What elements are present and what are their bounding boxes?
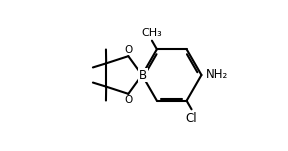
Text: Cl: Cl bbox=[186, 112, 197, 125]
Text: O: O bbox=[124, 95, 132, 105]
Text: B: B bbox=[139, 69, 147, 82]
Text: NH₂: NH₂ bbox=[205, 68, 228, 81]
Text: O: O bbox=[124, 45, 132, 55]
Text: CH₃: CH₃ bbox=[141, 28, 162, 38]
